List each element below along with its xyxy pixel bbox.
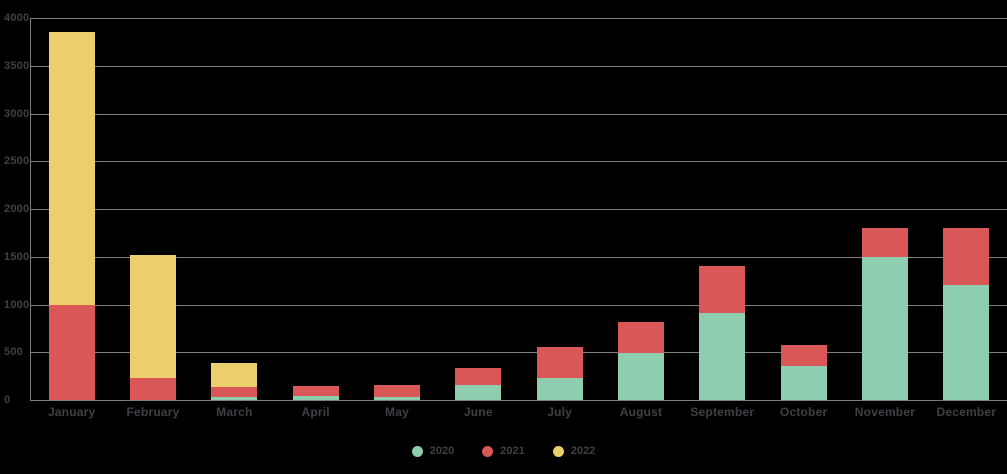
gridline-500 (30, 352, 1007, 354)
bar-segment-2020-november[interactable] (861, 256, 908, 400)
legend-label: 2022 (570, 445, 596, 457)
gridline-3500 (30, 65, 1007, 67)
y-tick-label: 2500 (4, 155, 30, 168)
x-label-june: June (463, 405, 493, 419)
legend-label: 2020 (429, 445, 455, 457)
bar-segment-2021-october[interactable] (780, 345, 827, 367)
x-label-february: February (126, 405, 180, 419)
x-label-april: April (301, 405, 330, 419)
bar-segment-2021-january[interactable] (48, 304, 95, 400)
bar-group-september (682, 18, 763, 400)
bar-stack (211, 362, 258, 400)
bar-segment-2020-december[interactable] (943, 285, 990, 400)
bar-group-june (438, 18, 519, 400)
gridline-0 (30, 400, 1007, 401)
bar-stack (617, 322, 664, 400)
bar-group-may (356, 18, 437, 400)
gridline-1500 (30, 256, 1007, 258)
bar-group-january (31, 18, 112, 400)
bar-stack (943, 228, 990, 400)
bar-stack (129, 254, 176, 400)
bar-segment-2022-march[interactable] (211, 362, 258, 387)
bar-segment-2021-may[interactable] (373, 385, 420, 398)
x-label-december: December (936, 405, 997, 419)
y-tick-label: 4000 (4, 12, 30, 24)
bar-stack (48, 32, 95, 400)
legend-label: 2021 (500, 445, 525, 457)
bar-stack (699, 266, 746, 400)
bar-group-july (519, 18, 600, 400)
bar-group-november (844, 18, 925, 400)
y-tick-label: 1000 (4, 298, 30, 311)
legend-dot-2021 (482, 445, 494, 457)
bar-segment-2020-may[interactable] (373, 397, 420, 400)
bar-segment-2021-august[interactable] (617, 322, 664, 354)
bar-segment-2020-october[interactable] (780, 366, 827, 400)
legend-item-2020[interactable]: 2020 (411, 445, 455, 457)
bar-segment-2021-november[interactable] (861, 228, 908, 257)
gridline-2000 (30, 209, 1007, 210)
bar-segment-2020-august[interactable] (617, 353, 664, 400)
bar-stack (455, 368, 502, 400)
bar-segment-2021-march[interactable] (211, 386, 258, 398)
x-label-september: September (690, 405, 755, 419)
y-tick-label: 1500 (4, 250, 30, 263)
bar-stack (861, 228, 908, 400)
bars-area (31, 18, 1007, 400)
gridline-1000 (30, 304, 1007, 306)
bar-stack (536, 347, 583, 400)
x-label-january: January (47, 405, 96, 419)
y-axis-line (30, 18, 31, 400)
bar-segment-2021-june[interactable] (455, 368, 502, 385)
bar-group-october (763, 18, 844, 400)
bar-segment-2021-february[interactable] (129, 378, 176, 400)
bar-segment-2021-december[interactable] (943, 228, 990, 286)
x-axis-labels: January February March April May June July Augu… (31, 405, 1007, 419)
x-label-august: August (619, 405, 663, 419)
legend-dot-2022 (552, 445, 564, 457)
y-tick-label: 0 (4, 394, 11, 406)
bar-group-august (600, 18, 681, 400)
x-label-may: May (385, 405, 409, 419)
legend-item-2022[interactable]: 2022 (552, 445, 596, 457)
bar-stack (373, 385, 420, 400)
chart-legend: 2020 2021 2022 (0, 445, 1007, 457)
bar-segment-2020-june[interactable] (455, 384, 502, 400)
bar-group-april (275, 18, 356, 400)
bar-segment-2021-july[interactable] (536, 347, 583, 378)
bar-stack (780, 345, 827, 400)
bar-segment-2020-july[interactable] (536, 378, 583, 400)
gridline-3000 (30, 113, 1007, 115)
x-label-july: July (547, 405, 573, 419)
y-tick-label: 3000 (4, 107, 30, 120)
bar-segment-2020-april[interactable] (292, 396, 339, 400)
bar-segment-2021-september[interactable] (699, 266, 746, 314)
bar-stack (292, 385, 339, 400)
x-label-october: October (779, 405, 828, 419)
bar-group-february (112, 18, 193, 400)
legend-dot-2020 (411, 445, 423, 457)
x-label-november: November (854, 405, 916, 419)
bar-group-december (926, 18, 1007, 400)
legend-item-2021[interactable]: 2021 (482, 445, 525, 457)
bar-segment-2020-march[interactable] (211, 397, 258, 400)
bar-segment-2020-september[interactable] (699, 313, 746, 400)
bar-group-march (194, 18, 275, 400)
y-tick-label: 3500 (4, 59, 30, 72)
x-label-march: March (216, 405, 253, 419)
y-tick-label: 2000 (4, 203, 30, 215)
gridline-4000 (30, 18, 1007, 19)
bar-segment-2022-february[interactable] (129, 254, 176, 378)
gridline-2500 (30, 161, 1007, 163)
y-tick-label: 500 (4, 346, 23, 359)
bar-segment-2021-april[interactable] (292, 385, 339, 397)
bar-segment-2022-january[interactable] (48, 32, 95, 305)
